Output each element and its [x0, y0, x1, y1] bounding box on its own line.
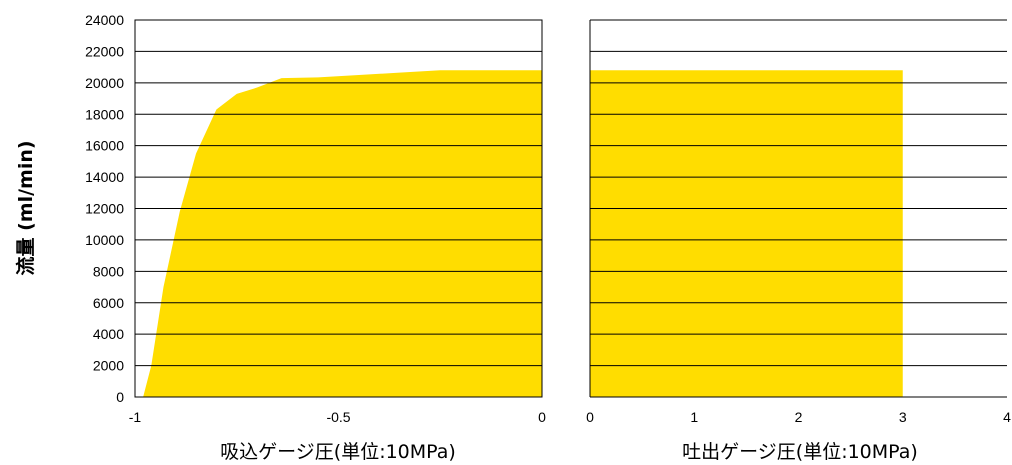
x-tick-label: -1 — [129, 409, 142, 425]
suction-x-tick-labels: -1 -0.5 0 — [129, 409, 546, 425]
suction-x-axis-label: 吸込ゲージ圧(単位:10MPa) — [220, 441, 456, 463]
x-tick-label: 2 — [795, 409, 803, 425]
x-tick-label: 4 — [1003, 409, 1011, 425]
y-tick-label: 4000 — [93, 326, 124, 342]
y-tick-label: 20000 — [85, 75, 124, 91]
y-tick-label: 14000 — [85, 169, 124, 185]
discharge-chart: 0 1 2 3 4 吐出ゲージ圧(単位:10MPa) — [586, 19, 1011, 463]
y-tick-label: 16000 — [85, 138, 124, 154]
y-tick-label: 10000 — [85, 232, 124, 248]
discharge-flow-area — [590, 70, 903, 398]
suction-chart: 0 2000 4000 6000 8000 10000 12000 14000 16000 180… — [85, 12, 546, 463]
x-tick-label: 0 — [538, 409, 546, 425]
x-tick-label: 3 — [899, 409, 907, 425]
x-tick-label: -0.5 — [326, 409, 350, 425]
discharge-x-axis-label: 吐出ゲージ圧(単位:10MPa) — [682, 441, 918, 463]
y-tick-label: 8000 — [93, 263, 124, 279]
suction-plot-frame — [134, 19, 543, 398]
x-tick-label: 0 — [586, 409, 594, 425]
y-tick-labels: 0 2000 4000 6000 8000 10000 12000 14000 16000 180… — [85, 12, 124, 405]
y-tick-label: 12000 — [85, 201, 124, 217]
suction-flow-area — [143, 70, 542, 398]
y-tick-label: 22000 — [85, 43, 124, 59]
y-axis-label: 流量 (ml/min) — [14, 140, 37, 275]
x-tick-label: 1 — [690, 409, 698, 425]
discharge-gridlines — [590, 19, 1007, 398]
y-tick-label: 0 — [116, 389, 124, 405]
y-tick-label: 18000 — [85, 106, 124, 122]
discharge-x-tick-labels: 0 1 2 3 4 — [586, 409, 1011, 425]
y-tick-label: 6000 — [93, 295, 124, 311]
y-tick-label: 2000 — [93, 358, 124, 374]
y-tick-label: 24000 — [85, 12, 124, 28]
